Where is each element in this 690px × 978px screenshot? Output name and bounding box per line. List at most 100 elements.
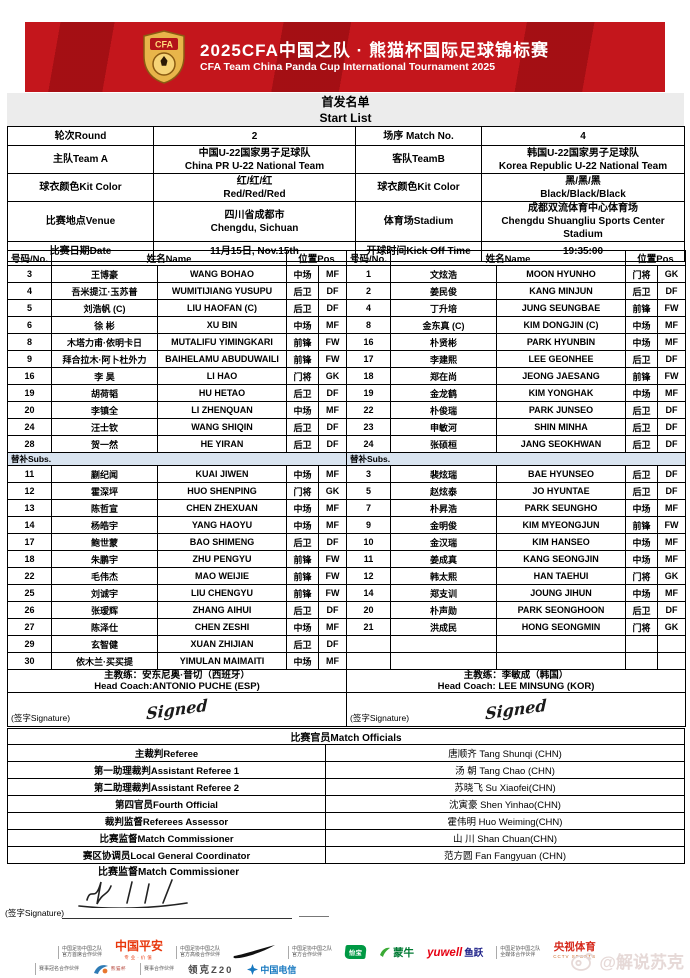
player-cn-cell: 朴贤彬 xyxy=(390,333,497,351)
player-cn-cell: 朴俊瑞 xyxy=(390,401,497,419)
player-pe-cell: FW xyxy=(318,584,347,602)
player-pc-cell: 后卫 xyxy=(286,384,319,402)
col-pos: 位置Pos xyxy=(625,250,686,266)
player-en-cell: KANG MINJUN xyxy=(496,282,626,300)
player-en-cell: PARK SEUNGHO xyxy=(496,499,626,517)
venue-label: 比赛地点Venue xyxy=(7,201,154,242)
cestbon-logo: 怡宝 xyxy=(344,945,367,959)
player-en-cell: KIM DONGJIN (C) xyxy=(496,316,626,334)
player-no-cell: 17 xyxy=(7,533,52,551)
player-en-cell: JOUNG JIHUN xyxy=(496,584,626,602)
official-name: 沈寅豪 Shen Yinhao(CHN) xyxy=(324,795,686,813)
pingan-text: 中国平安 xyxy=(115,939,164,953)
signature-label: (签字Signature) xyxy=(350,713,410,723)
player-en-cell: KUAI JIWEN xyxy=(157,465,287,483)
chief-partner-label: 中国足协中国之队 官方首席合作伙伴 xyxy=(58,945,102,959)
china-telecom-icon xyxy=(247,963,259,975)
kit-b-value: 黑/黑/黑 Black/Black/Black xyxy=(481,173,685,202)
watermark-text: @解说苏克 xyxy=(599,953,684,972)
player-no-cell: 13 xyxy=(7,499,52,517)
player-no-cell: 26 xyxy=(7,601,52,619)
subs-section-row: 替补Subs. xyxy=(346,452,686,466)
player-pc-cell: 中场 xyxy=(625,499,658,517)
coach-row: 主教练：李敏成（韩国） Head Coach: LEE MINSUNG (KOR) xyxy=(346,669,686,693)
player-no-cell: 4 xyxy=(346,299,391,317)
title-partner-label: 赛事冠名合作伙伴 xyxy=(35,963,79,975)
player-pc-cell: 中场 xyxy=(286,516,319,534)
stadium-en: Chengdu Shuangliu Sports Center Stadium xyxy=(501,216,665,240)
player-cn-cell: 玄智健 xyxy=(51,635,158,653)
team-b-roster: 号码/No. 姓名Name 位置Pos 1 文炫浩 MOON HYUNHO 门将 GK 2… xyxy=(346,250,686,727)
kit-b-label: 球衣颜色Kit Color xyxy=(355,173,482,202)
player-cn-cell: 朴声勋 xyxy=(390,601,497,619)
mengniu-text: 蒙牛 xyxy=(393,946,415,959)
panda-cup-text: 熊猫杯 xyxy=(111,966,127,971)
player-pe-cell: DF xyxy=(657,601,686,619)
player-row: 20 朴声勋 PARK SEONGHOON 后卫 DF xyxy=(346,601,686,619)
col-no: 号码/No. xyxy=(346,250,391,266)
assoc-line: 中国足协中国之队 xyxy=(292,945,333,952)
china-telecom-logo: 中国电信 xyxy=(247,963,296,976)
official-role-label: 比赛监督Match Commissioner xyxy=(7,829,326,847)
player-pe-cell: MF xyxy=(657,550,686,568)
weibo-watermark: @解说苏克 xyxy=(570,948,684,973)
player-pe-cell: GK xyxy=(657,265,686,283)
team-a-name-cn: 中国U-22国家男子足球队 xyxy=(198,147,311,159)
player-no-cell: 21 xyxy=(346,618,391,636)
player-cn-cell: 木塔力甫·依明卡日 xyxy=(51,333,158,351)
player-pc-cell: 后卫 xyxy=(286,533,319,551)
player-no-cell: 1 xyxy=(346,265,391,283)
kit-a-cn: 红/红/红 xyxy=(236,175,273,187)
player-row: 19 金龙鹤 KIM YONGHAK 中场 MF xyxy=(346,384,686,402)
cctv-text: 央视体育 xyxy=(553,941,596,953)
kit-a-value: 红/红/红 Red/Red/Red xyxy=(153,173,356,202)
player-row: 9 拜合拉木·阿卜杜外力 BAIHELAMU ABUDUWAILI 前锋 FW xyxy=(7,350,347,368)
player-no-cell: 6 xyxy=(7,316,52,334)
commissioner-signature-block: (签字Signature) xyxy=(5,876,345,926)
player-pe-cell: FW xyxy=(318,567,347,585)
player-no-cell: 7 xyxy=(346,499,391,517)
panda-cup-logo: 熊猫杯 xyxy=(93,963,126,975)
player-en-cell: PARK JUNSEO xyxy=(496,401,626,419)
player-row: 3 裴炫瑞 BAE HYUNSEO 后卫 DF xyxy=(346,465,686,483)
player-no-cell: 24 xyxy=(7,418,52,436)
player-no-cell: 20 xyxy=(346,601,391,619)
col-name: 姓名Name xyxy=(390,250,626,266)
player-pc-cell xyxy=(625,652,658,670)
player-cn-cell: 蒯纪闻 xyxy=(51,465,158,483)
venue-value: 四川省成都市 Chengdu, Sichuan xyxy=(153,201,356,242)
player-no-cell: 27 xyxy=(7,618,52,636)
player-en-cell: LI HAO xyxy=(157,367,287,385)
match-info-table: 轮次Round 2 场序 Match No. 4 主队Team A 中国U-22… xyxy=(7,126,685,262)
player-en-cell: HUO SHENPING xyxy=(157,482,287,500)
player-en-cell: XUAN ZHIJIAN xyxy=(157,635,287,653)
senior-line: 官方高级合作伙伴 xyxy=(180,952,221,958)
player-pc-cell: 后卫 xyxy=(625,282,658,300)
player-pe-cell: DF xyxy=(657,350,686,368)
player-pc-cell: 前锋 xyxy=(286,350,319,368)
player-no-cell: 2 xyxy=(346,282,391,300)
player-pe-cell xyxy=(657,652,686,670)
player-cn-cell: 韩太熙 xyxy=(390,567,497,585)
player-row: 20 李镇全 LI ZHENQUAN 中场 MF xyxy=(7,401,347,419)
coach-signature-row: (签字Signature) Signed xyxy=(346,692,686,727)
player-row: 19 胡荷韬 HU HETAO 后卫 DF xyxy=(7,384,347,402)
player-row: 4 丁升培 JUNG SEUNGBAE 前锋 FW xyxy=(346,299,686,317)
player-en-cell: ZHU PENGYU xyxy=(157,550,287,568)
player-pc-cell: 中场 xyxy=(625,584,658,602)
signature-label: (签字Signature) xyxy=(5,908,65,918)
player-row xyxy=(346,635,686,653)
player-pc-cell: 中场 xyxy=(625,550,658,568)
official-row: 第四官员Fourth Official 沈寅豪 Shen Yinhao(CHN) xyxy=(7,795,686,813)
player-no-cell: 9 xyxy=(7,350,52,368)
roster-header-row: 号码/No. 姓名Name 位置Pos xyxy=(7,250,347,266)
coach-name-cn: 主教练：安东尼奥·普切（西班牙） xyxy=(104,670,250,682)
cctv-sports-logo: 央视体育 CCTV SPORTS xyxy=(553,942,596,962)
coach-signature-cell: (签字Signature) Signed xyxy=(7,692,347,727)
player-pc-cell: 中场 xyxy=(286,499,319,517)
team-b-name-en: Korea Republic U-22 National Team xyxy=(498,160,668,172)
player-en-cell xyxy=(496,652,626,670)
player-no-cell: 29 xyxy=(7,635,52,653)
player-pe-cell: FW xyxy=(657,367,686,385)
player-no-cell: 19 xyxy=(7,384,52,402)
